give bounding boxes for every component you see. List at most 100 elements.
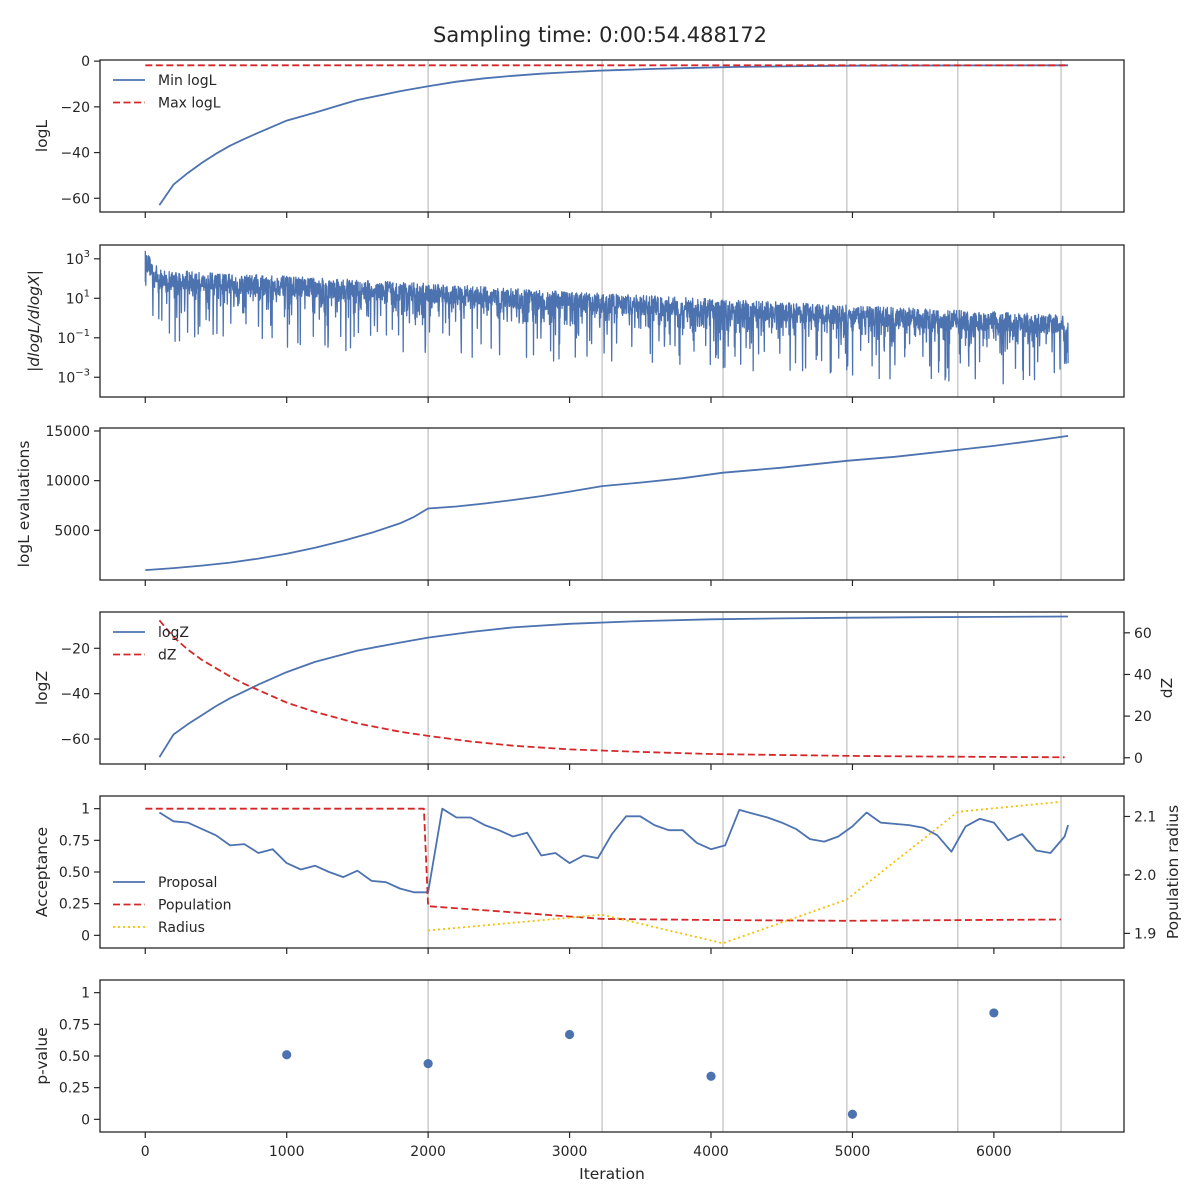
x-tick-label: 4000: [693, 1144, 729, 1160]
y-axis-label: Acceptance: [33, 827, 51, 917]
vertical-lines: [427, 796, 1062, 948]
y-axis-label: p-value: [33, 1027, 51, 1084]
x-tick-label: 0: [141, 1144, 150, 1160]
axes-frame: [99, 611, 1125, 765]
y-axis-label: |dlogL/dlogX|: [25, 270, 43, 372]
legend: Proposal Population Radius: [113, 875, 232, 936]
y-tick-label: 0.75: [59, 833, 90, 849]
series-line: [428, 800, 1062, 945]
series-line: [158, 64, 1069, 206]
y-axis-right: 1.9 2.0 2.1 Population radius: [1124, 805, 1182, 942]
y-tick-label: 103: [66, 249, 90, 268]
x-axis: [144, 580, 995, 586]
data-point: [282, 1050, 292, 1060]
x-axis: [144, 948, 995, 954]
y-tick-label-right: 20: [1134, 709, 1152, 725]
y-tick-label-right: 2.1: [1134, 809, 1156, 825]
panel-pvalue: 0 1000 2000 3000 4000 5000 6000Iteration00.250…: [33, 979, 1125, 1183]
tick-exponent: −1: [75, 328, 90, 339]
legend-label: logZ: [158, 625, 189, 641]
y-tick-label: 10−3: [57, 367, 90, 386]
data-point: [989, 1008, 999, 1018]
series-line: [158, 615, 1069, 758]
tick-exponent: 1: [84, 288, 90, 299]
x-axis: [144, 212, 995, 218]
series-group: [145, 800, 1069, 945]
axes-frame: [99, 795, 1125, 949]
x-tick-label: 1000: [269, 1144, 305, 1160]
y-tick-label: 0: [81, 928, 90, 944]
y-axis: 103 101 10−1 10−3 |dlogL/dlogX|: [25, 249, 100, 386]
y-tick-label: 0.50: [59, 865, 90, 881]
y-axis-label: logZ: [33, 671, 51, 705]
y-tick-label: −60: [60, 732, 90, 748]
data-point: [706, 1071, 716, 1081]
y-tick-label: −40: [60, 146, 90, 162]
y-axis: 0 0.25 0.50 0.75 1 Acceptance: [33, 802, 100, 944]
data-point: [847, 1109, 858, 1119]
y-tick-label: 0.25: [59, 897, 90, 913]
y-axis: 5000 10000 15000 logL evaluations: [15, 424, 100, 567]
series-line: [158, 619, 1065, 759]
y-tick-label: −20: [60, 641, 90, 657]
vertical-lines: [427, 980, 1062, 1132]
series-line: [145, 435, 1069, 571]
y-tick-label-right: 40: [1134, 667, 1152, 683]
series-group: [282, 1008, 999, 1119]
y-axis-label: logL: [33, 120, 51, 153]
y-axis: 0 −20 −40 −60 logL: [33, 54, 100, 207]
y-tick-label: 0.25: [59, 1081, 90, 1097]
data-point: [423, 1059, 433, 1069]
y-axis: −20 −40 −60 logZ: [33, 641, 100, 748]
panel-evaluations: 5000 10000 15000 logL evaluations: [15, 424, 1125, 586]
series-group: [145, 64, 1069, 206]
y-tick-label: 0: [81, 1112, 90, 1128]
y-tick-label: 15000: [45, 424, 90, 440]
x-tick-label: 5000: [835, 1144, 871, 1160]
x-axis: [144, 397, 995, 403]
y-tick-label: 0.75: [59, 1017, 90, 1033]
tick-exponent: 3: [84, 249, 90, 260]
tick-exponent: −3: [75, 367, 90, 378]
y-axis: 0 0.25 0.50 0.75 1 p-value: [33, 986, 100, 1128]
y-axis-label-right: Population radius: [1164, 805, 1182, 939]
series-group: [145, 435, 1069, 571]
series-group: [158, 615, 1069, 759]
y-tick-label-right: 2.0: [1134, 868, 1156, 884]
x-tick-label: 6000: [976, 1144, 1012, 1160]
y-tick-label: 101: [66, 288, 90, 307]
legend: logZ dZ: [113, 625, 189, 664]
y-tick-label: 1: [81, 802, 90, 818]
y-tick-label: 5000: [54, 523, 90, 539]
legend-label: Radius: [158, 920, 205, 936]
axes-frame: [99, 59, 1125, 213]
panel-logL: 0 −20 −40 −60 logL Min logL Max logL: [33, 54, 1125, 218]
y-axis-label-right: dZ: [1158, 678, 1176, 698]
x-tick-label: 2000: [410, 1144, 446, 1160]
y-tick-label: 10−1: [57, 328, 90, 347]
series-line: [145, 807, 1062, 922]
y-axis-label: logL evaluations: [15, 441, 33, 568]
vertical-lines: [427, 60, 1062, 212]
panel-acceptance: 0 0.25 0.50 0.75 1 Acceptance 1.9 2.0 2.1 Populat…: [33, 795, 1182, 954]
data-point: [564, 1029, 575, 1040]
series-line: [158, 807, 1069, 894]
y-tick-label: −40: [60, 687, 90, 703]
y-tick-label-right: 60: [1134, 626, 1152, 642]
y-tick-label: −20: [60, 100, 90, 116]
x-axis-label: Iteration: [579, 1165, 645, 1183]
legend: Min logL Max logL: [113, 73, 221, 112]
x-axis: [144, 764, 995, 770]
legend-label: Population: [158, 898, 232, 914]
x-axis: 0 1000 2000 3000 4000 5000 6000 Iteration: [141, 1132, 1012, 1183]
legend-label: Proposal: [158, 875, 217, 891]
legend-label: Min logL: [158, 73, 217, 89]
axes-frame: [99, 427, 1125, 581]
y-tick-label: 1: [81, 986, 90, 1002]
y-tick-label: 10000: [45, 474, 90, 490]
legend-label: Max logL: [158, 96, 221, 112]
y-tick-label: −60: [60, 191, 90, 207]
series-group: [144, 250, 1069, 385]
